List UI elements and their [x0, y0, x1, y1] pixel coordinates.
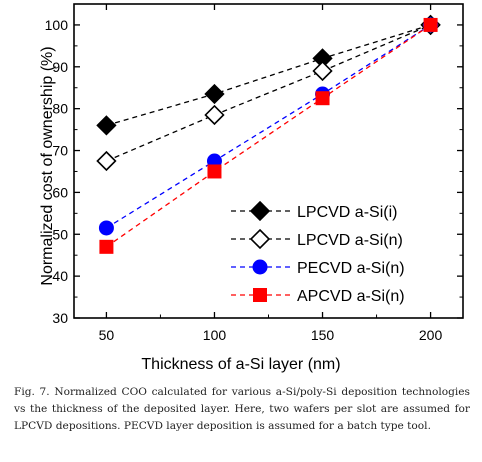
data-point	[96, 150, 117, 172]
data-point	[99, 239, 114, 254]
series-line	[106, 24, 431, 248]
y-tick-label: 60	[52, 184, 68, 200]
legend-label: LPCVD a-Si(i)	[297, 204, 397, 221]
legend-marker	[252, 259, 268, 275]
data-point	[312, 60, 333, 82]
x-tick-label: 150	[311, 327, 335, 343]
x-tick-label: 200	[419, 327, 443, 343]
y-tick-label: 30	[52, 310, 68, 326]
data-point	[204, 83, 225, 105]
legend-marker	[249, 228, 271, 250]
legend-label: PECVD a-Si(n)	[297, 260, 405, 277]
x-tick-label: 100	[203, 327, 227, 343]
data-point	[98, 220, 114, 236]
data-point	[423, 17, 438, 32]
chart: 50 100 150 200 30 40 50 60 70 80 90 100 LPCVD a-Si(…	[39, 3, 464, 373]
y-tick-label: 40	[52, 268, 68, 284]
series-line	[106, 24, 431, 229]
data-point	[204, 104, 225, 126]
y-tick-label: 90	[52, 59, 68, 75]
plot-area-frame	[73, 3, 464, 319]
y-tick-label: 100	[45, 17, 69, 33]
y-tick-label: 70	[52, 143, 68, 159]
legend-label: LPCVD a-Si(n)	[297, 232, 403, 249]
legend-marker	[253, 288, 267, 302]
data-point	[315, 91, 330, 106]
legend-marker	[249, 200, 271, 222]
x-tick-label: 50	[99, 327, 115, 343]
x-axis-label: Thickness of a-Si layer (nm)	[141, 356, 340, 373]
y-tick-label: 50	[52, 226, 68, 242]
figure-caption: Fig. 7. Normalized COO calculated for va…	[14, 386, 470, 432]
series-line	[106, 24, 431, 127]
y-axis-label: Normalized cost of ownership (%)	[39, 46, 56, 285]
series-line	[106, 24, 431, 162]
y-tick-label: 80	[52, 101, 68, 117]
data-point	[96, 115, 117, 136]
data-point	[207, 164, 222, 179]
legend-label: APCVD a-Si(n)	[297, 288, 405, 305]
